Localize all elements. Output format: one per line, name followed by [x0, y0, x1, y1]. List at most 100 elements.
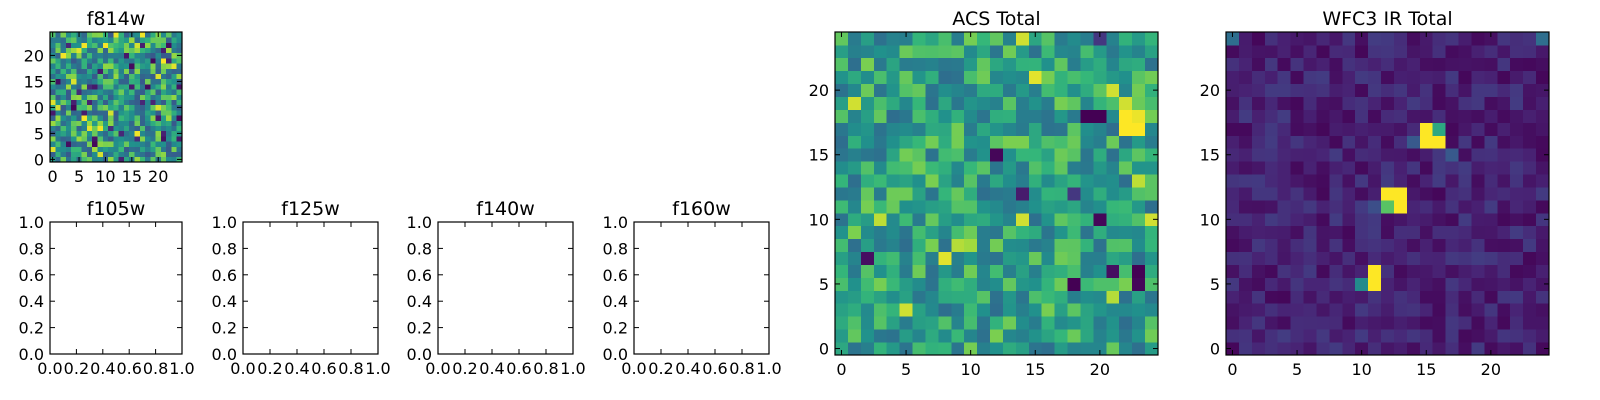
heatmap-cell [1106, 109, 1120, 123]
heatmap-cell [1080, 122, 1094, 136]
heatmap-cell [1393, 187, 1408, 201]
x-tick-label: 0.0 [37, 359, 62, 378]
heatmap-cell [1471, 135, 1485, 149]
heatmap-cell [1355, 135, 1369, 149]
heatmap-cell [1145, 238, 1159, 253]
heatmap-cell [1002, 161, 1017, 175]
heatmap-cell [134, 120, 141, 126]
heatmap-cell [951, 290, 965, 304]
heatmap-cell [1093, 303, 1107, 317]
heatmap-cell [886, 238, 900, 253]
heatmap-cell [129, 73, 135, 80]
heatmap-cell [1393, 316, 1408, 330]
heatmap-cell [1471, 57, 1485, 72]
heatmap-cell [1080, 187, 1094, 201]
heatmap-cell [65, 42, 72, 48]
heatmap-cell [65, 94, 72, 100]
heatmap-cell [1251, 329, 1266, 343]
heatmap-cell [1497, 342, 1511, 356]
heatmap-cell [1290, 277, 1304, 291]
heatmap-cell [1523, 199, 1537, 214]
heatmap-cell [1015, 96, 1030, 110]
heatmap-cell [1067, 329, 1081, 343]
heatmap-cell [76, 110, 83, 116]
heatmap-cell [1419, 290, 1434, 304]
heatmap-cell [873, 342, 888, 356]
heatmap-cell [835, 187, 849, 201]
heatmap-cell [925, 277, 939, 291]
heatmap-cell [160, 32, 167, 38]
x-tick-label: 10 [960, 360, 980, 379]
heatmap-cell [1002, 187, 1017, 201]
y-tick-label: 1.0 [212, 213, 237, 232]
heatmap-cell [951, 96, 965, 110]
heatmap-cell [108, 151, 114, 158]
heatmap-cell [160, 84, 167, 90]
heatmap-cell [50, 120, 56, 126]
heatmap-cell [1484, 122, 1498, 136]
heatmap-cell [108, 104, 114, 111]
heatmap-cell [1471, 238, 1485, 253]
heatmap-cell [50, 115, 56, 121]
heatmap-cell [65, 110, 72, 116]
heatmap-cell [899, 199, 913, 214]
heatmap-cell [925, 238, 939, 253]
heatmap-cell [65, 115, 72, 121]
heatmap-cell [1226, 148, 1240, 162]
heatmap-cell [873, 135, 888, 149]
heatmap-cells [835, 32, 1159, 356]
heatmap-cell [97, 84, 104, 90]
heatmap-cell [60, 84, 67, 90]
heatmap-cell [835, 212, 849, 227]
heatmap-cell [139, 94, 146, 100]
heatmap-cell [139, 125, 146, 132]
heatmap-cell [1041, 32, 1056, 46]
heatmap-cell [134, 115, 141, 121]
heatmap-cell [1510, 83, 1524, 97]
heatmap-cell [81, 63, 88, 69]
heatmap-cell [1510, 32, 1524, 46]
heatmap-cell [847, 32, 862, 46]
heatmap-cell [1080, 148, 1094, 162]
heatmap-cell [1145, 161, 1159, 175]
heatmap-cell [1251, 57, 1266, 72]
heatmap-cell [50, 99, 56, 106]
heatmap-cell [1041, 83, 1056, 97]
heatmap-cell [76, 84, 83, 90]
heatmap-cell [1393, 57, 1408, 72]
heatmap-cell [102, 120, 109, 126]
heatmap-cell [1484, 174, 1498, 188]
heatmap-cell [71, 130, 77, 137]
heatmap-cell [92, 104, 98, 111]
heatmap-cell [1080, 316, 1094, 330]
heatmap-cell [1510, 290, 1524, 304]
heatmap-cell [964, 161, 978, 175]
heatmap-cell [964, 303, 978, 317]
heatmap-cell [155, 42, 162, 48]
heatmap-cell [71, 52, 77, 59]
heatmap-cell [123, 125, 130, 132]
heatmap-cell [1458, 32, 1472, 46]
heatmap-cell [1484, 329, 1498, 343]
heatmap-cell [1264, 329, 1279, 343]
heatmap-cell [1002, 212, 1017, 227]
heatmap-cell [155, 115, 162, 121]
x-tick-label: 0 [1227, 360, 1237, 379]
heatmap-cell [1145, 225, 1159, 240]
heatmap-cell [873, 44, 888, 59]
heatmap-cell [1329, 199, 1343, 214]
heatmap-cell [1393, 225, 1408, 240]
heatmap-cell [1316, 161, 1330, 175]
heatmap-cell [176, 47, 183, 54]
heatmap-cell [1015, 187, 1030, 201]
heatmap-cell [129, 146, 135, 152]
heatmap-cell [123, 63, 130, 69]
heatmap-cell [1471, 32, 1485, 46]
heatmap-cell [912, 32, 926, 46]
heatmap-cell [1002, 225, 1017, 240]
heatmap-cell [847, 57, 862, 72]
heatmap-cell [1484, 251, 1498, 265]
heatmap-cell [1445, 251, 1459, 265]
heatmap-cell [150, 110, 156, 116]
heatmap-cell [990, 83, 1004, 97]
